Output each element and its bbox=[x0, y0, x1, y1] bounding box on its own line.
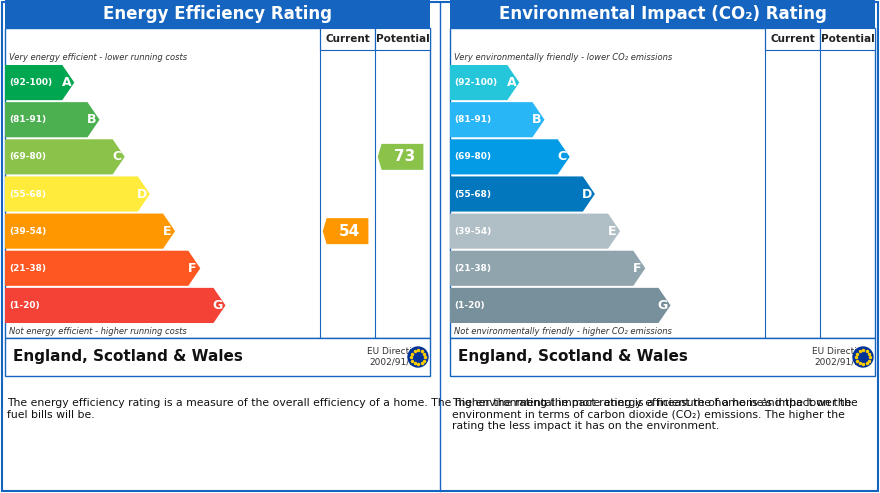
Polygon shape bbox=[450, 251, 645, 286]
Polygon shape bbox=[450, 102, 545, 137]
Text: Potential: Potential bbox=[376, 34, 429, 44]
Text: (92-100): (92-100) bbox=[9, 78, 52, 87]
Text: (81-91): (81-91) bbox=[9, 115, 46, 124]
Polygon shape bbox=[5, 251, 201, 286]
Polygon shape bbox=[5, 102, 99, 137]
Text: G: G bbox=[212, 299, 223, 312]
Text: (55-68): (55-68) bbox=[9, 189, 46, 199]
FancyBboxPatch shape bbox=[765, 28, 820, 50]
Text: F: F bbox=[633, 262, 642, 275]
Polygon shape bbox=[450, 65, 519, 100]
Polygon shape bbox=[450, 140, 569, 175]
Text: (1-20): (1-20) bbox=[9, 301, 40, 310]
Text: 54: 54 bbox=[339, 224, 360, 239]
Text: (81-91): (81-91) bbox=[454, 115, 491, 124]
FancyBboxPatch shape bbox=[320, 28, 375, 50]
Text: Current: Current bbox=[770, 34, 815, 44]
Text: Energy Efficiency Rating: Energy Efficiency Rating bbox=[103, 5, 332, 23]
Polygon shape bbox=[5, 288, 225, 323]
Text: F: F bbox=[188, 262, 196, 275]
Text: England, Scotland & Wales: England, Scotland & Wales bbox=[458, 350, 688, 364]
Text: D: D bbox=[582, 187, 592, 201]
Text: (39-54): (39-54) bbox=[454, 227, 491, 236]
Text: The energy efficiency rating is a measure of the overall efficiency of a home. T: The energy efficiency rating is a measur… bbox=[7, 398, 858, 420]
Text: Environmental Impact (CO₂) Rating: Environmental Impact (CO₂) Rating bbox=[499, 5, 826, 23]
FancyBboxPatch shape bbox=[450, 28, 875, 338]
Text: C: C bbox=[112, 150, 121, 163]
Polygon shape bbox=[323, 218, 369, 244]
Text: C: C bbox=[557, 150, 566, 163]
Text: E: E bbox=[163, 225, 172, 238]
FancyBboxPatch shape bbox=[5, 338, 430, 376]
Polygon shape bbox=[5, 65, 74, 100]
Text: (1-20): (1-20) bbox=[454, 301, 485, 310]
Text: B: B bbox=[87, 113, 96, 126]
Circle shape bbox=[408, 347, 428, 367]
Polygon shape bbox=[5, 140, 125, 175]
Text: A: A bbox=[507, 76, 516, 89]
Text: EU Directive
2002/91/EC: EU Directive 2002/91/EC bbox=[812, 347, 868, 367]
Text: Very environmentally friendly - lower CO₂ emissions: Very environmentally friendly - lower CO… bbox=[454, 52, 672, 62]
Text: Very energy efficient - lower running costs: Very energy efficient - lower running co… bbox=[9, 52, 187, 62]
Text: (69-80): (69-80) bbox=[454, 152, 491, 161]
Polygon shape bbox=[378, 144, 423, 170]
Text: A: A bbox=[62, 76, 71, 89]
Text: England, Scotland & Wales: England, Scotland & Wales bbox=[13, 350, 243, 364]
Polygon shape bbox=[5, 213, 175, 248]
Text: (92-100): (92-100) bbox=[454, 78, 497, 87]
Text: E: E bbox=[608, 225, 616, 238]
Text: (55-68): (55-68) bbox=[454, 189, 491, 199]
Text: Potential: Potential bbox=[821, 34, 875, 44]
Text: B: B bbox=[532, 113, 541, 126]
Polygon shape bbox=[450, 288, 671, 323]
Text: (69-80): (69-80) bbox=[9, 152, 46, 161]
Circle shape bbox=[853, 347, 873, 367]
Text: Not environmentally friendly - higher CO₂ emissions: Not environmentally friendly - higher CO… bbox=[454, 326, 671, 336]
Text: (39-54): (39-54) bbox=[9, 227, 47, 236]
Text: 73: 73 bbox=[394, 149, 415, 164]
FancyBboxPatch shape bbox=[375, 28, 430, 50]
Text: Not energy efficient - higher running costs: Not energy efficient - higher running co… bbox=[9, 326, 187, 336]
FancyBboxPatch shape bbox=[5, 0, 430, 28]
FancyBboxPatch shape bbox=[5, 28, 430, 338]
Polygon shape bbox=[450, 176, 595, 211]
Text: (21-38): (21-38) bbox=[454, 264, 491, 273]
Text: The environmental impact rating is a measure of a home's impact on the environme: The environmental impact rating is a mea… bbox=[452, 398, 851, 431]
FancyBboxPatch shape bbox=[450, 338, 875, 376]
Polygon shape bbox=[5, 176, 150, 211]
Text: EU Directive
2002/91/EC: EU Directive 2002/91/EC bbox=[367, 347, 423, 367]
Text: G: G bbox=[657, 299, 668, 312]
FancyBboxPatch shape bbox=[820, 28, 875, 50]
Text: D: D bbox=[136, 187, 147, 201]
Text: (21-38): (21-38) bbox=[9, 264, 46, 273]
Polygon shape bbox=[450, 213, 620, 248]
FancyBboxPatch shape bbox=[450, 0, 875, 28]
Text: Current: Current bbox=[325, 34, 370, 44]
